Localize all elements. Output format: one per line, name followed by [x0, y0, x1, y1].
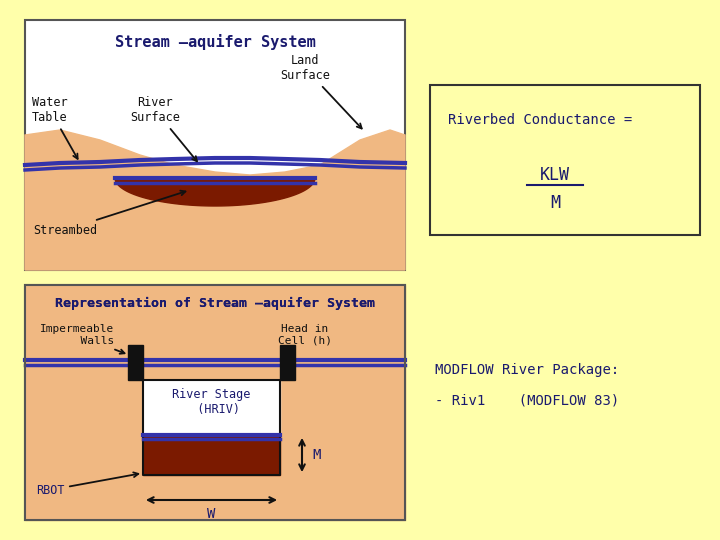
Text: M: M [550, 194, 560, 212]
Text: - Riv1    (MODFLOW 83): - Riv1 (MODFLOW 83) [435, 393, 619, 407]
Text: River
Surface: River Surface [130, 96, 197, 161]
Text: Streambed: Streambed [33, 191, 186, 237]
Text: RBOT: RBOT [36, 472, 138, 496]
Text: Impermeable
      Walls: Impermeable Walls [40, 324, 125, 354]
Text: KLW: KLW [540, 166, 570, 184]
Text: River Stage
  (HRIV): River Stage (HRIV) [172, 388, 251, 416]
Bar [25, 285, 405, 520]
Polygon shape [25, 130, 405, 270]
Text: Representation of Stream –aquifer System: Representation of Stream –aquifer System [55, 296, 375, 309]
Polygon shape [280, 345, 295, 380]
Bar [430, 85, 700, 235]
Text: Riverbed Conductance =: Riverbed Conductance = [448, 113, 632, 127]
Text: W: W [207, 507, 216, 521]
Bar [25, 20, 405, 270]
Polygon shape [128, 345, 143, 380]
Text: M: M [312, 448, 320, 462]
Polygon shape [25, 285, 405, 520]
Polygon shape [143, 435, 280, 475]
Text: Land
Surface: Land Surface [280, 54, 361, 129]
Text: Water
Table: Water Table [32, 96, 78, 159]
Bar [25, 285, 405, 520]
Text: Representation of Stream –aquifer System: Representation of Stream –aquifer System [55, 296, 375, 309]
Text: Head in
Cell (h): Head in Cell (h) [278, 324, 332, 361]
Polygon shape [115, 178, 315, 206]
Text: MODFLOW River Package:: MODFLOW River Package: [435, 363, 619, 377]
Text: Stream –aquifer System: Stream –aquifer System [114, 34, 315, 50]
Polygon shape [143, 380, 280, 435]
